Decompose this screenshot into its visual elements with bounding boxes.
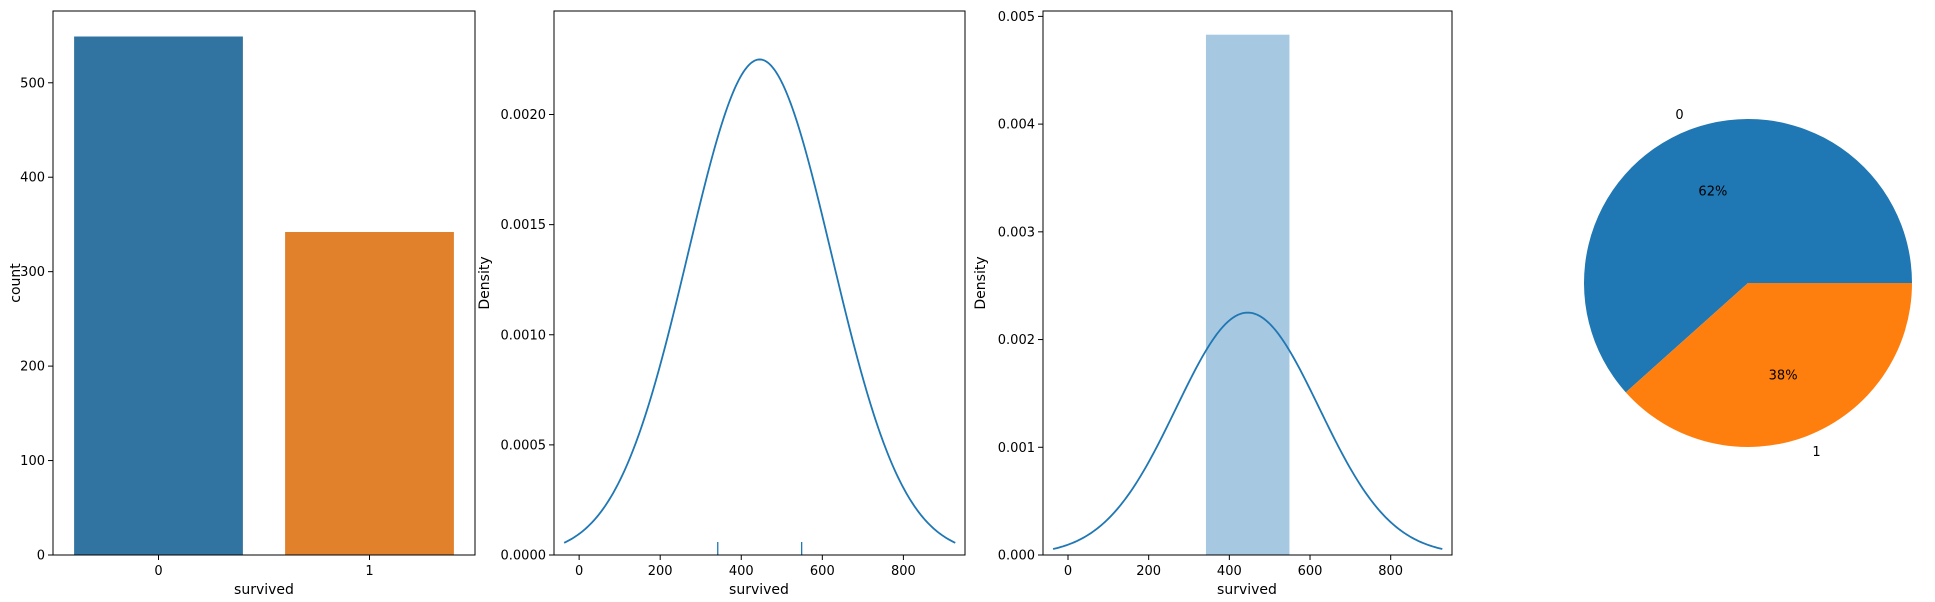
y-tick-label: 0.001 (998, 441, 1035, 456)
histogram-chart-x-label: survived (1217, 582, 1277, 598)
histogram-density-chart: 0 200 400 600 800 0.000 0.001 0.002 0.003 0.004 0.… (973, 10, 1453, 598)
x-tick-label: 600 (810, 564, 835, 579)
y-tick-label: 300 (20, 265, 45, 280)
pie-percent-label: 62% (1698, 185, 1727, 200)
x-tick-label: 200 (1136, 564, 1161, 579)
y-tick-label: 400 (20, 171, 45, 186)
kde-curve (563, 58, 956, 544)
y-tick-label: 0.0005 (501, 438, 547, 453)
x-tick-label: 400 (729, 564, 754, 579)
x-tick-label: 800 (1378, 564, 1403, 579)
y-tick-label: 0.005 (998, 10, 1035, 25)
count-chart-frame (52, 10, 476, 556)
pie-slice-0 (1583, 118, 1912, 393)
y-tick-label: 100 (20, 454, 45, 469)
pie-label: 1 (1812, 445, 1820, 460)
y-tick-label: 0 (37, 549, 45, 564)
x-tick-label: 600 (1298, 564, 1323, 579)
y-tick-label: 200 (20, 360, 45, 375)
pie-percent-label: 38% (1769, 368, 1798, 383)
count-chart-x-label: survived (234, 582, 294, 598)
bar-1 (285, 232, 454, 555)
y-tick-label: 500 (20, 76, 45, 91)
y-tick-label: 0.0000 (501, 549, 547, 564)
y-tick-label: 0.003 (998, 225, 1035, 240)
histogram-chart-frame (1042, 10, 1453, 556)
bar-0 (74, 36, 243, 555)
x-tick-label: 800 (891, 564, 916, 579)
kde-density-chart: 0 200 400 600 800 0.0000 0.0005 0.0010 0.0015 0.0… (477, 10, 966, 598)
kde-chart-frame (553, 10, 966, 556)
pie-label: 0 (1675, 108, 1683, 123)
kde-curve (1052, 311, 1443, 550)
histogram-bar (1205, 34, 1290, 555)
x-tick-label: 0 (154, 564, 162, 579)
y-tick-label: 0.0020 (501, 108, 547, 123)
y-tick-label: 0.000 (998, 549, 1035, 564)
count-bar-chart: 0 1 0 100 200 300 400 500 survived count (8, 10, 476, 598)
x-tick-label: 0 (1064, 564, 1072, 579)
x-tick-label: 0 (575, 564, 583, 579)
y-tick-label: 0.004 (998, 118, 1035, 133)
histogram-chart-y-label: Density (973, 256, 989, 309)
y-tick-label: 0.002 (998, 333, 1035, 348)
pie-slice-1 (1625, 283, 1912, 447)
kde-chart-x-label: survived (729, 582, 789, 598)
x-tick-label: 1 (365, 564, 373, 579)
kde-chart-y-label: Density (477, 256, 493, 309)
x-tick-label: 200 (648, 564, 673, 579)
count-chart-y-label: count (8, 263, 24, 303)
x-tick-label: 400 (1217, 564, 1242, 579)
y-tick-label: 0.0015 (501, 218, 547, 233)
survived-pie-chart: 0 62% 1 38% (1583, 108, 1912, 460)
y-tick-label: 0.0010 (501, 328, 547, 343)
